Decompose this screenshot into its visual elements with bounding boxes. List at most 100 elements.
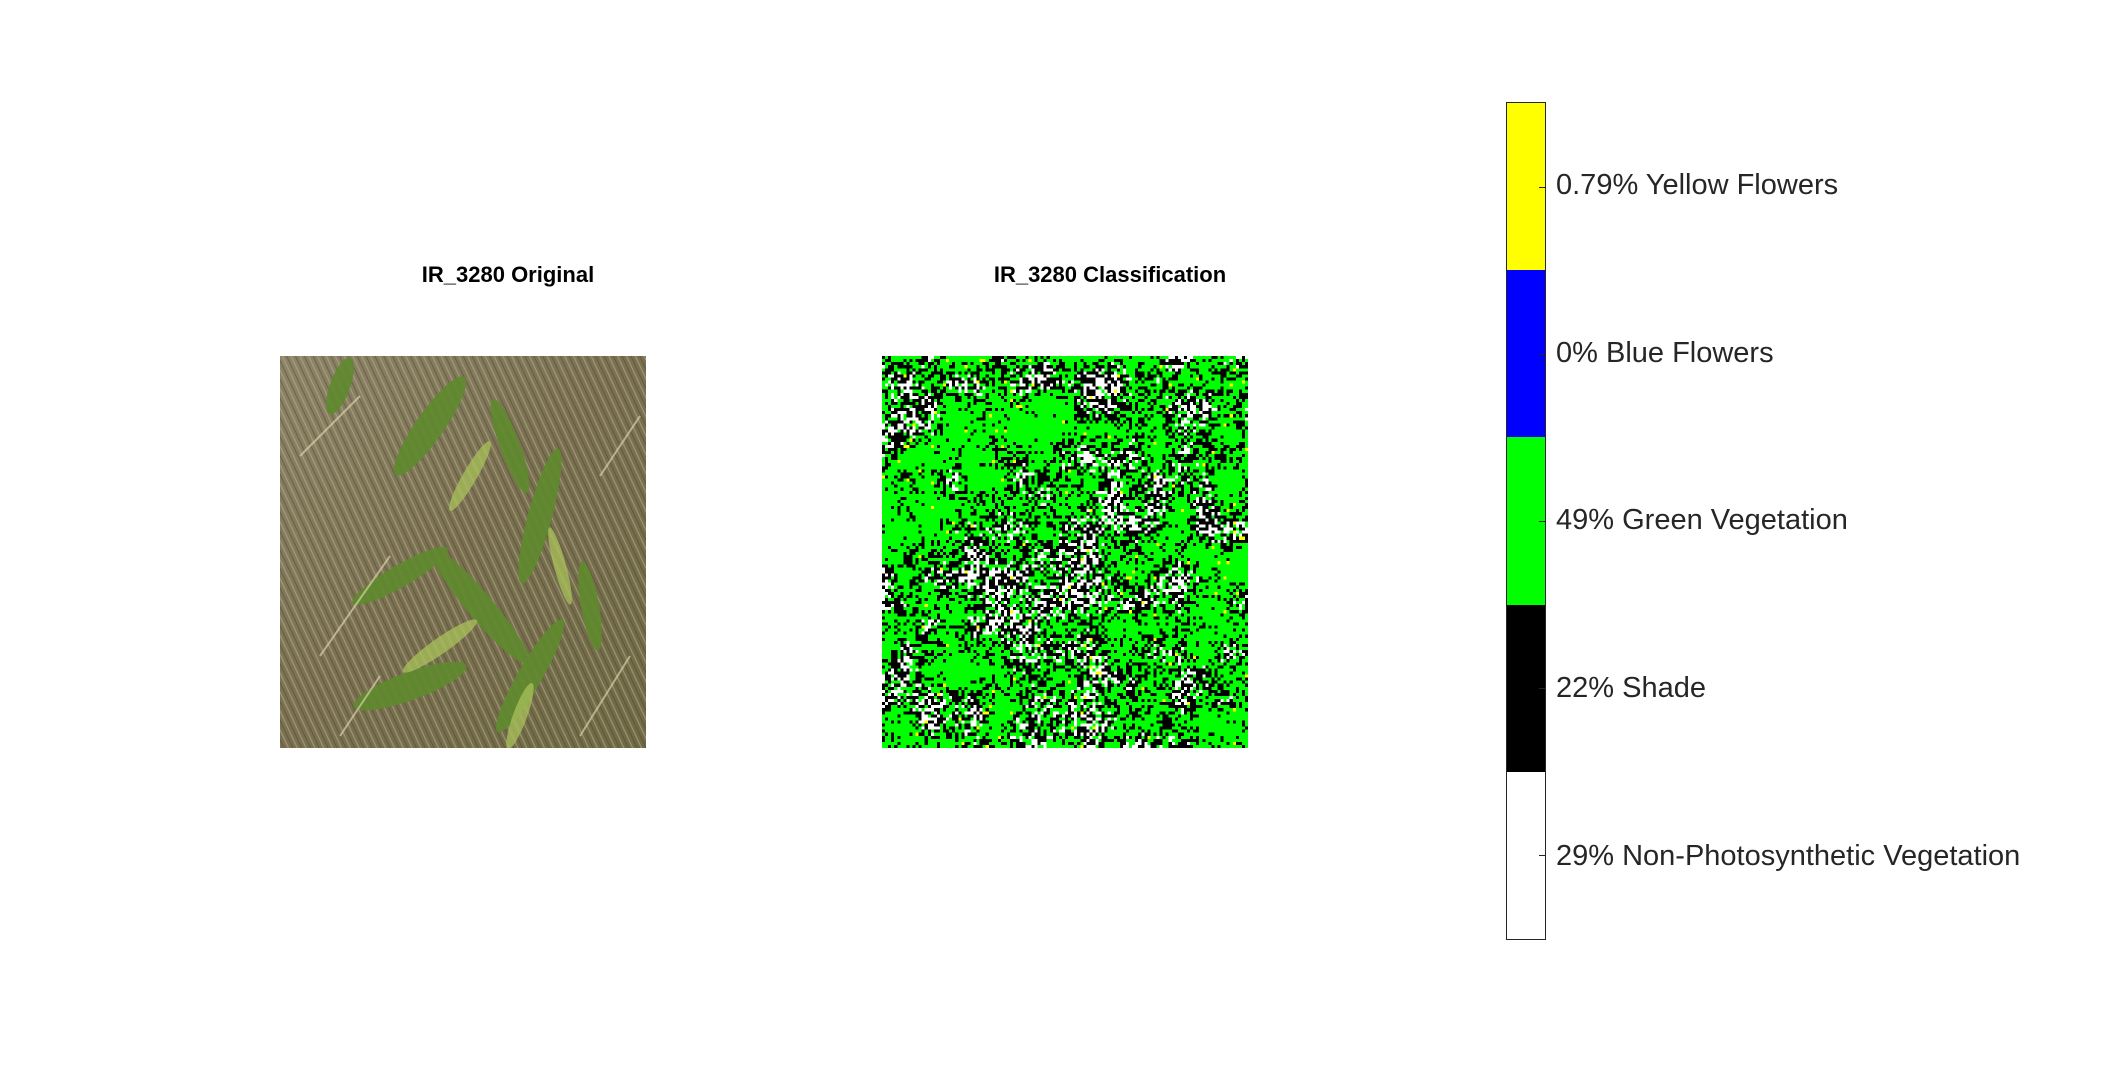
classification-pixel-run [1165, 493, 1172, 497]
classification-pixel-run [985, 619, 989, 623]
classification-pixel-run [897, 509, 901, 513]
classification-pixel-run [1141, 561, 1145, 565]
classification-pixel-run [1183, 656, 1187, 660]
classification-pixel-run [1007, 386, 1017, 390]
classification-pixel-run [1086, 392, 1096, 396]
classification-pixel-run [900, 460, 943, 464]
classification-pixel-run [1174, 389, 1178, 393]
classification-pixel-run [1110, 561, 1117, 565]
classification-pixel-run [1116, 374, 1120, 378]
classification-pixel-run [1150, 588, 1154, 592]
classification-pixel-run [991, 496, 995, 500]
classification-pixel-run [1043, 567, 1047, 571]
classification-pixel-run [1022, 539, 1026, 543]
classification-pixel-run [1122, 493, 1126, 497]
classification-pixel-run [1147, 392, 1151, 396]
classification-pixel-run [1025, 646, 1029, 650]
classification-pixel-run [1101, 570, 1105, 574]
classification-pixel-run [1232, 637, 1236, 641]
classification-pixel-run [1065, 365, 1075, 369]
classification-pixel-run [1168, 386, 1172, 390]
classification-pixel-run [964, 478, 968, 482]
classification-pixel-run [906, 359, 910, 363]
classification-pixel-run [897, 447, 901, 451]
classification-pixel-run [1010, 640, 1014, 644]
classification-pixel-run [1244, 435, 1248, 439]
classification-pixel-run [1065, 457, 1069, 461]
classification-pixel-run [1092, 503, 1096, 507]
classification-pixel-run [1101, 558, 1105, 562]
classification-pixel-run [1028, 499, 1032, 503]
classification-pixel-run [1065, 564, 1072, 568]
classification-pixel-run [1101, 582, 1105, 586]
classification-pixel-run [1013, 555, 1017, 559]
classification-pixel-run [952, 447, 956, 451]
classification-pixel-run [1022, 561, 1026, 565]
classification-pixel-run [991, 423, 995, 427]
classification-pixel-run [1217, 417, 1245, 421]
classification-pixel-run [1217, 570, 1221, 574]
classification-pixel-run [1043, 588, 1056, 592]
classification-pixel-run [939, 591, 953, 595]
classification-pixel-run [888, 401, 892, 405]
classification-pixel-run [970, 420, 974, 424]
classification-pixel-run [1226, 576, 1248, 580]
classification-pixel-run [1168, 597, 1175, 601]
classification-pixel-run [1016, 524, 1020, 528]
classification-pixel-run [915, 429, 919, 433]
classification-pixel-run [1089, 665, 1093, 669]
classification-pixel-run [1187, 429, 1191, 433]
classification-pixel-run [1241, 487, 1245, 491]
classification-pixel-run [1113, 536, 1130, 540]
classification-pixel-run [1031, 601, 1035, 605]
classification-pixel-run [1025, 359, 1029, 363]
classification-pixel-run [1119, 524, 1123, 528]
classification-pixel-run [1119, 417, 1126, 421]
classification-pixel-run [1187, 650, 1215, 654]
classification-pixel-run [1110, 509, 1114, 513]
classification-pixel-run [1217, 438, 1248, 442]
classification-pixel-run [1153, 512, 1157, 516]
classification-pixel-run [882, 478, 898, 482]
classification-pixel-run [1223, 548, 1233, 552]
classification-pixel-run [1208, 401, 1212, 405]
classification-pixel-run [1153, 573, 1160, 577]
classification-pixel-run [1165, 499, 1169, 503]
classification-pixel-run [1028, 650, 1032, 654]
classification-pixel-run [1235, 444, 1245, 448]
classification-pixel-run [1107, 374, 1111, 378]
classification-pixel-run [1122, 503, 1126, 507]
classification-pixel-run [1138, 524, 1142, 528]
classification-pixel-run [982, 503, 986, 507]
classification-pixel-run [973, 650, 977, 654]
classification-pixel-run [943, 460, 947, 464]
classification-pixel-run [1211, 401, 1227, 405]
classification-pixel-run [1031, 515, 1035, 519]
classification-pixel-run [900, 503, 904, 507]
classification-pixel-run [1104, 588, 1108, 592]
classification-pixel-run [1055, 484, 1059, 488]
classification-pixel-run [1199, 487, 1206, 491]
classification-pixel-run [885, 604, 892, 608]
classification-pixel-run [1071, 484, 1084, 488]
classification-pixel-run [930, 392, 934, 396]
classification-pixel-run [1086, 536, 1093, 540]
classification-pixel-run [1183, 634, 1187, 638]
classification-pixel-run [1211, 460, 1221, 464]
classification-pixel-run [1122, 573, 1126, 577]
classification-pixel-run [979, 561, 986, 565]
classification-pixel-run [982, 591, 986, 595]
classification-pixel-run [985, 643, 992, 647]
classification-pixel-run [1092, 420, 1096, 424]
classification-pixel-run [903, 398, 910, 402]
classification-pixel-run [1122, 365, 1126, 369]
classification-pixel-run [1147, 573, 1151, 577]
classification-pixel-run [891, 656, 898, 660]
classification-pixel-run [1211, 438, 1218, 442]
classification-pixel-run [985, 653, 995, 657]
classification-pixel-run [930, 423, 937, 427]
classification-pixel-run [924, 435, 928, 439]
classification-pixel-run [1159, 659, 1163, 663]
classification-pixel-run [1086, 650, 1096, 654]
classification-pixel-run [1196, 503, 1215, 507]
